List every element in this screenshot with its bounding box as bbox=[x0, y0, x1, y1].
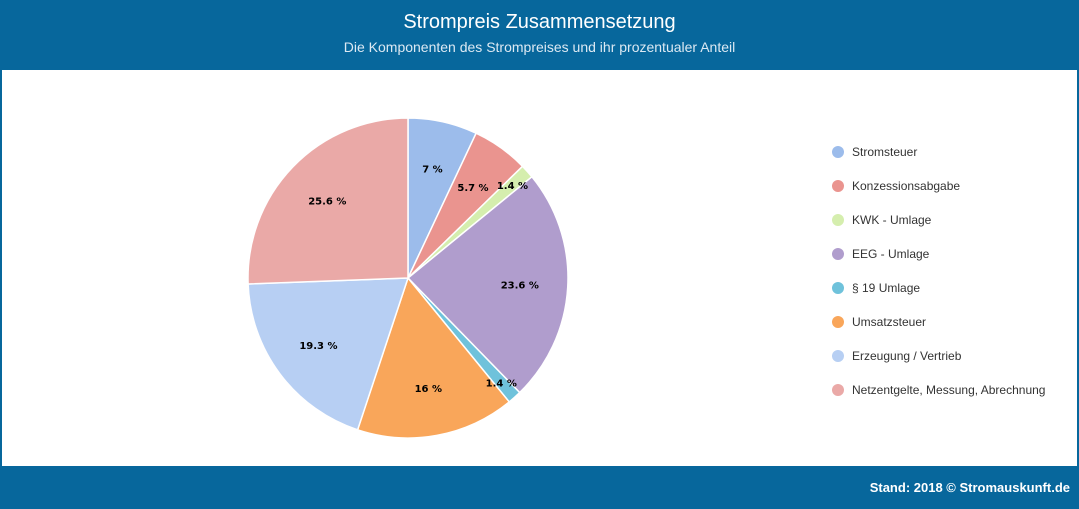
pie-slice-label-2: 1.4 % bbox=[497, 181, 528, 192]
pie-slice-label-5: 16 % bbox=[415, 384, 442, 395]
pie-slice-7[interactable] bbox=[247, 117, 409, 285]
legend-item-7[interactable]: Netzentgelte, Messung, Abrechnung bbox=[832, 381, 1045, 399]
pie-slice-3[interactable] bbox=[406, 175, 569, 394]
legend-item-4[interactable]: § 19 Umlage bbox=[832, 279, 920, 297]
legend-label: EEG - Umlage bbox=[852, 247, 930, 261]
pie-slice-6[interactable] bbox=[247, 277, 410, 431]
legend-item-3[interactable]: EEG - Umlage bbox=[832, 245, 929, 263]
legend-label: § 19 Umlage bbox=[852, 281, 921, 295]
pie-slice-label-4: 1.4 % bbox=[486, 378, 517, 389]
legend-label: Umsatzsteuer bbox=[852, 315, 927, 329]
legend-label: Erzeugung / Vertrieb bbox=[852, 349, 962, 363]
credit-text: Stand: 2018 © Stromauskunft.de bbox=[869, 480, 1070, 495]
pie-chart: 7 % 5.7 % 1.4 % 23.6 % 1.4 % 16 % 19.3 % 25.6 % bbox=[247, 117, 569, 439]
legend-item-2[interactable]: KWK - Umlage bbox=[832, 211, 931, 229]
legend-swatch bbox=[832, 384, 844, 396]
chart-panel: 7 % 5.7 % 1.4 % 23.6 % 1.4 % 16 % 19.3 % 25.6 %… bbox=[2, 70, 1077, 466]
legend-label: Stromsteuer bbox=[852, 145, 918, 159]
legend-swatch bbox=[832, 180, 844, 192]
pie-slice-label-1: 5.7 % bbox=[457, 183, 488, 194]
legend-swatch bbox=[832, 248, 844, 260]
chart-subtitle: Die Komponenten des Strompreises und ihr… bbox=[343, 39, 736, 55]
legend-swatch bbox=[832, 214, 844, 226]
legend-label: Netzentgelte, Messung, Abrechnung bbox=[852, 383, 1046, 397]
chart-header: Strompreis Zusammensetzung Die Komponent… bbox=[0, 0, 1079, 68]
legend-swatch bbox=[832, 316, 844, 328]
legend-swatch bbox=[832, 350, 844, 362]
chart-footer: Stand: 2018 © Stromauskunft.de bbox=[0, 466, 1079, 509]
legend-swatch bbox=[832, 146, 844, 158]
pie-slice-label-3: 23.6 % bbox=[501, 280, 539, 291]
legend-item-5[interactable]: Umsatzsteuer bbox=[832, 313, 926, 331]
pie-slice-label-7: 25.6 % bbox=[308, 196, 346, 207]
chart-title: Strompreis Zusammensetzung bbox=[403, 11, 676, 33]
legend-label: KWK - Umlage bbox=[852, 213, 932, 227]
pie-slice-label-0: 7 % bbox=[422, 165, 442, 176]
legend-item-6[interactable]: Erzeugung / Vertrieb bbox=[832, 347, 961, 365]
legend-item-1[interactable]: Konzessionsabgabe bbox=[832, 177, 960, 195]
pie-slice-label-6: 19.3 % bbox=[299, 341, 337, 352]
legend-label: Konzessionsabgabe bbox=[852, 179, 961, 193]
legend-swatch bbox=[832, 282, 844, 294]
legend-item-0[interactable]: Stromsteuer bbox=[832, 143, 917, 161]
